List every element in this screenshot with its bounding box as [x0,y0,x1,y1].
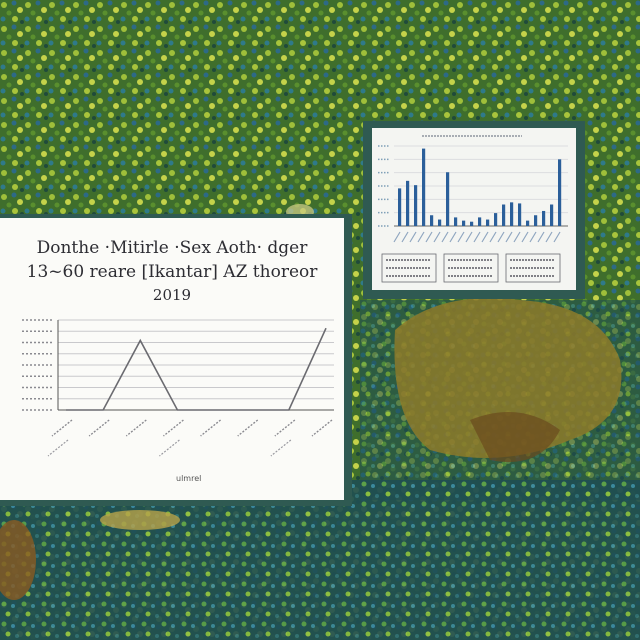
chart-title-line-3: 2019 [152,286,192,304]
right-chart-board [363,121,585,299]
bar [438,219,442,226]
bar [534,215,538,226]
x-tick-label [537,231,545,243]
right-bar-chart [378,135,568,283]
right-chart-paper [372,128,576,290]
x-tick-label [521,231,529,243]
legend-box [381,253,437,283]
x-tick-label [529,231,537,243]
bar [446,172,450,226]
x-tick-label [433,231,441,243]
bar [470,221,474,226]
x-axis-label: ulmrel [176,474,202,483]
chart-title-line-2: 13~60 reare [Ikantar] AZ thoreor [26,262,318,282]
bar [430,215,434,226]
x-tick-label [449,231,457,243]
x-tick-label [457,231,465,243]
x-tick-label [51,419,73,437]
bar [526,220,530,226]
x-tick-label [311,419,333,437]
x-tick-label [465,231,473,243]
x-tick-label [409,231,417,243]
x-tick-label [125,419,147,437]
bar [454,217,458,226]
bar [550,204,554,226]
x-tick-label [159,439,180,457]
chart-title-line-1: Donthe ·Mitirle ·Sex Aoth· dger [36,238,308,258]
bar [398,188,402,226]
x-tick-label [270,439,292,457]
legend-box [505,253,561,283]
x-tick-label [505,231,513,243]
x-tick-label [88,419,110,437]
bar [502,204,506,226]
x-tick-label [553,231,561,243]
bar [462,220,466,226]
legend-box [443,253,499,283]
bar [414,185,418,226]
x-tick-label [237,419,259,437]
x-tick-label [200,419,222,437]
bar [510,202,514,226]
bar [422,148,426,226]
x-tick-label [513,231,521,243]
left-chart-paper: Donthe ·Mitirle ·Sex Aoth· dger 13~60 re… [0,218,344,500]
x-tick-label [425,231,433,243]
x-tick-label [473,231,481,243]
dry-leaves-patch [394,298,622,458]
bar [542,210,546,226]
x-tick-label [274,419,296,437]
bar [558,159,562,226]
x-tick-label [481,231,489,243]
x-tick-label [497,231,505,243]
x-tick-label [417,231,425,243]
left-line-chart [22,319,334,457]
bar [478,217,482,226]
bar [518,203,522,226]
x-tick-label [441,231,449,243]
x-tick-label [47,439,69,457]
x-tick-label [162,419,184,437]
x-tick-label [489,231,497,243]
bar [494,213,498,226]
bar [406,180,410,226]
x-tick-label [401,231,409,243]
left-chart-board: Donthe ·Mitirle ·Sex Aoth· dger 13~60 re… [0,214,352,506]
x-tick-label [545,231,553,243]
x-tick-label [393,231,401,243]
bar [486,219,490,226]
series-line [66,327,327,411]
